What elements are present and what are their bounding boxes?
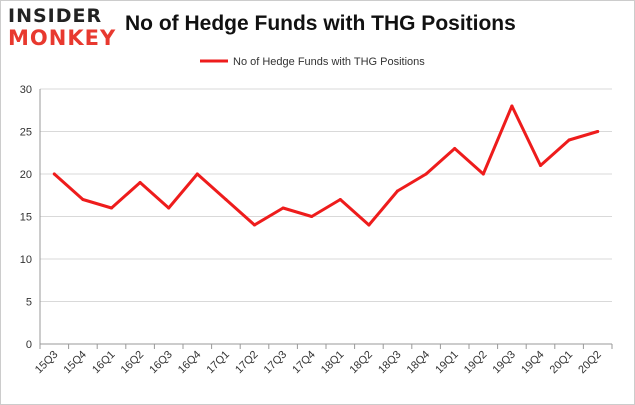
data-point: [281, 206, 285, 210]
data-point: [253, 223, 256, 227]
x-tick-label: 20Q1: [548, 349, 576, 377]
x-axis-ticks: 15Q3 15Q4 16Q1 16Q2 16Q3 16Q4 17Q1 17Q2 17Q3 17Q4…: [33, 344, 613, 377]
data-point: [81, 198, 85, 201]
data-point: [539, 164, 542, 167]
x-tick-label: 16Q3: [147, 349, 175, 377]
data-point: [396, 189, 399, 193]
series-layer: [52, 104, 600, 227]
x-tick-label: 18Q1: [319, 349, 347, 377]
y-tick-label: 15: [20, 212, 32, 224]
x-tick-label: 15Q4: [61, 349, 89, 377]
series-line-0: [52, 104, 600, 227]
data-point: [138, 181, 142, 184]
x-tick-label: 17Q1: [204, 349, 232, 377]
x-tick-label: 16Q1: [90, 349, 118, 377]
data-point: [510, 104, 514, 108]
x-tick-label: 17Q4: [290, 349, 318, 377]
y-tick-label: 0: [26, 339, 32, 351]
x-tick-label: 19Q3: [490, 349, 518, 377]
data-point: [167, 206, 171, 210]
y-tick-label: 10: [20, 254, 32, 266]
data-point: [110, 206, 113, 210]
x-tick-label: 15Q3: [33, 349, 61, 377]
data-point: [52, 172, 56, 176]
grid-lines: [40, 88, 612, 302]
data-point: [367, 223, 371, 227]
data-point: [338, 198, 342, 201]
data-point: [310, 215, 314, 218]
logo-line-monkey: MONKEY: [8, 26, 117, 50]
legend-label: No of Hedge Funds with THG Positions: [233, 56, 425, 68]
y-tick-label: 20: [20, 169, 32, 181]
data-point: [481, 172, 485, 176]
x-tick-label: 18Q3: [376, 349, 404, 377]
logo-line-insider: INSIDER: [8, 5, 103, 27]
x-tick-label: 20Q2: [576, 349, 604, 377]
insider-monkey-logo: INSIDER MONKEY: [8, 6, 118, 52]
x-tick-label: 16Q2: [119, 349, 147, 377]
data-point: [224, 198, 228, 201]
data-point: [195, 172, 199, 176]
x-tick-label: 18Q4: [405, 349, 433, 377]
y-tick-label: 5: [26, 297, 32, 309]
x-tick-label: 19Q1: [433, 349, 461, 377]
x-tick-label: 18Q2: [347, 349, 375, 377]
data-point: [453, 147, 457, 150]
chart-title: No of Hedge Funds with THG Positions: [125, 12, 516, 35]
legend: No of Hedge Funds with THG Positions: [200, 56, 425, 68]
y-tick-label: 25: [20, 127, 32, 139]
x-tick-label: 19Q2: [462, 349, 490, 377]
data-point: [596, 130, 600, 133]
y-axis-ticks: 0 5 10 15 20 25 30: [20, 84, 32, 351]
x-tick-label: 17Q2: [233, 349, 261, 377]
data-point: [567, 138, 571, 142]
x-tick-label: 19Q4: [519, 349, 547, 377]
x-tick-label: 17Q3: [262, 349, 290, 377]
data-point: [424, 172, 428, 176]
x-tick-label: 16Q4: [176, 349, 204, 377]
y-tick-label: 30: [20, 84, 32, 96]
